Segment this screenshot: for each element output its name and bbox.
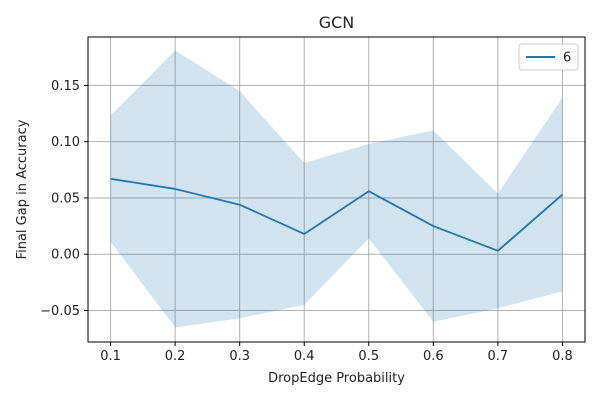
chart-title: GCN	[319, 13, 355, 32]
x-tick-label: 0.7	[488, 349, 509, 364]
x-tick-label: 0.5	[358, 349, 379, 364]
y-axis-title: Final Gap in Accuracy	[15, 119, 30, 259]
legend: 6	[518, 43, 579, 71]
x-axis-title: DropEdge Probability	[268, 371, 405, 386]
tick-layer: 0.1 0.2 0.3 0.4 0.5 0.6 0.7 0.8 −0.05 0.00 0.05 0.1…	[40, 79, 573, 364]
x-tick-label: 0.3	[229, 349, 250, 364]
y-tick-label: −0.05	[40, 304, 80, 319]
y-tick-label: 0.10	[51, 135, 80, 150]
y-tick-label: 0.15	[51, 79, 80, 94]
line-layer	[110, 177, 564, 252]
x-tick-label: 0.2	[165, 349, 186, 364]
band-layer	[110, 50, 563, 328]
legend-label: 6	[563, 51, 571, 66]
x-tick-label: 0.1	[100, 349, 121, 364]
x-tick-label: 0.8	[552, 349, 573, 364]
x-tick-label: 0.4	[294, 349, 315, 364]
series-line	[110, 177, 564, 252]
confidence-band	[110, 50, 563, 328]
plot-frame	[87, 36, 586, 343]
y-tick-label: 0.00	[51, 248, 80, 263]
y-tick-label: 0.05	[51, 191, 80, 206]
x-tick-label: 0.6	[423, 349, 444, 364]
